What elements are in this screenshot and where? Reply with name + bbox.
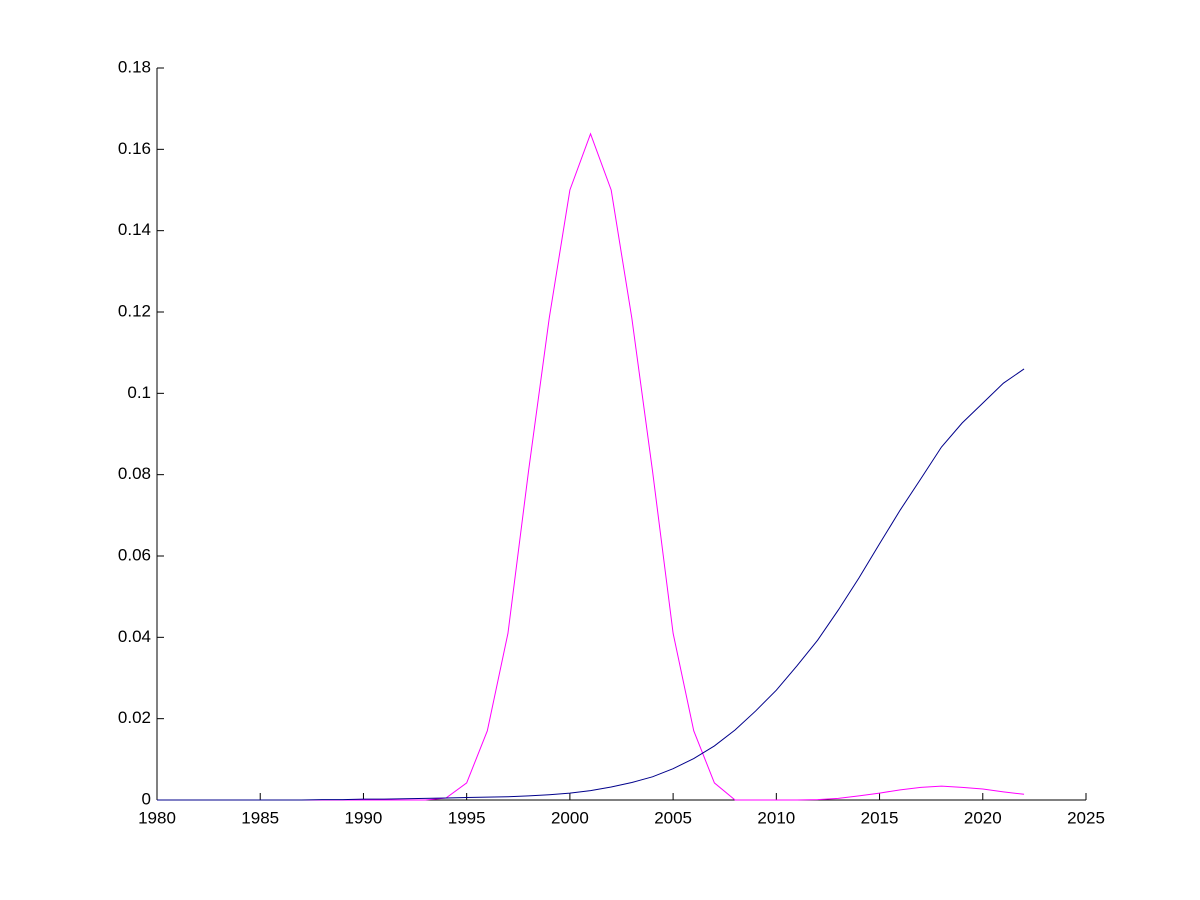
y-tick-label: 0.12 [118,301,151,320]
y-tick-label: 0.02 [118,708,151,727]
y-tick-label: 0 [142,789,151,808]
x-tick-label: 2025 [1067,808,1105,827]
y-tick-label: 0.1 [127,383,151,402]
x-tick-label: 2020 [964,808,1002,827]
series-line [157,132,1025,801]
x-tick-label: 1980 [138,808,176,827]
x-tick-label: 2010 [757,808,795,827]
x-tick-label: 1985 [241,808,279,827]
y-tick-label: 0.18 [118,57,151,76]
y-tick-label: 0.08 [118,464,151,483]
x-tick-label: 2015 [861,808,899,827]
x-tick-label: 1995 [448,808,486,827]
x-tick-label: 1990 [345,808,383,827]
series-line [157,368,1025,801]
y-tick-label: 0.06 [118,545,151,564]
x-tick-label: 2000 [551,808,589,827]
x-tick-label: 2005 [654,808,692,827]
y-tick-label: 0.14 [118,220,151,239]
y-tick-label: 0.16 [118,139,151,158]
y-tick-label: 0.04 [118,627,151,646]
